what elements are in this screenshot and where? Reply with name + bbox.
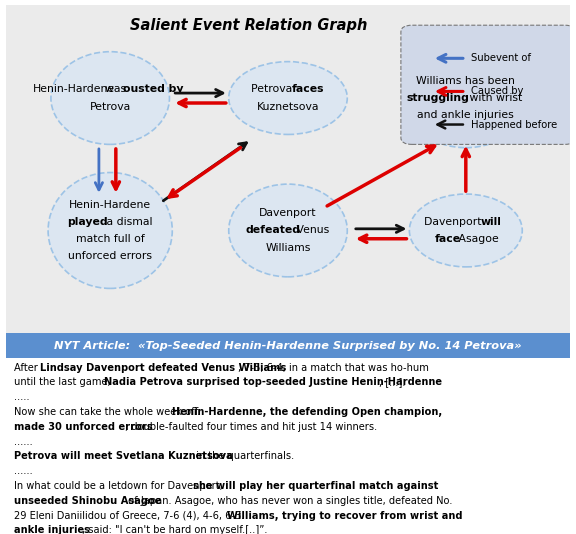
Text: Now she can take the whole week off.: Now she can take the whole week off. <box>14 407 204 417</box>
Text: and ankle injuries: and ankle injuries <box>418 110 514 120</box>
Ellipse shape <box>404 49 528 148</box>
Text: Davenport: Davenport <box>424 217 485 227</box>
Text: ousted by: ousted by <box>123 84 184 95</box>
Text: 29 Eleni Daniilidou of Greece, 7-6 (4), 4-6, 6-3.: 29 Eleni Daniilidou of Greece, 7-6 (4), … <box>14 511 248 521</box>
Text: Henin-Hardenne, the defending Open champion,: Henin-Hardenne, the defending Open champ… <box>172 407 442 417</box>
Text: until the last game,: until the last game, <box>14 378 114 387</box>
Ellipse shape <box>51 52 169 144</box>
Text: unforced errors: unforced errors <box>68 252 152 261</box>
Text: Lindsay Davenport defeated Venus Williams: Lindsay Davenport defeated Venus William… <box>40 363 286 373</box>
FancyBboxPatch shape <box>401 25 576 144</box>
Text: faces: faces <box>292 84 325 95</box>
Text: Happened before: Happened before <box>471 120 558 130</box>
Text: made 30 unforced errors: made 30 unforced errors <box>14 422 153 432</box>
Text: Nadia Petrova surprised top-seeded Justine Henin-Hardenne: Nadia Petrova surprised top-seeded Justi… <box>104 378 442 387</box>
Text: Petrova: Petrova <box>251 84 296 95</box>
Text: ankle injuries: ankle injuries <box>14 525 90 534</box>
Ellipse shape <box>229 61 347 135</box>
Text: Williams has been: Williams has been <box>416 76 516 86</box>
FancyBboxPatch shape <box>0 2 576 340</box>
Text: will: will <box>481 217 502 227</box>
Text: Salient Event Relation Graph: Salient Event Relation Graph <box>130 18 367 33</box>
Text: Asagoe: Asagoe <box>456 234 499 244</box>
Text: played: played <box>67 217 108 227</box>
Text: Venus: Venus <box>293 225 329 235</box>
Text: of Japan. Asagoe, who has never won a singles title, defeated No.: of Japan. Asagoe, who has never won a si… <box>126 496 453 506</box>
Text: Kuznetsova: Kuznetsova <box>257 101 319 112</box>
Text: Subevent of: Subevent of <box>471 53 532 64</box>
Text: Henin-Hardene: Henin-Hardene <box>69 200 151 210</box>
Text: .....: ..... <box>14 392 30 402</box>
Text: ......: ...... <box>14 466 33 476</box>
Text: , double-faulted four times and hit just 14 winners.: , double-faulted four times and hit just… <box>126 422 378 432</box>
Text: a dismal: a dismal <box>103 217 152 227</box>
Ellipse shape <box>410 194 522 267</box>
Text: After: After <box>14 363 41 373</box>
Text: defeated: defeated <box>245 225 300 235</box>
Text: In what could be a letdown for Davenport,: In what could be a letdown for Davenport… <box>14 481 226 491</box>
Text: NYT Article:  «Top-Seeded Henin-Hardenne Surprised by No. 14 Petrova»: NYT Article: «Top-Seeded Henin-Hardenne … <box>54 341 522 351</box>
Text: in the quarterfinals.: in the quarterfinals. <box>193 451 294 461</box>
Text: , [...].: , [...]. <box>379 378 406 387</box>
Text: Henin-Hardene: Henin-Hardene <box>33 84 115 95</box>
Text: with wrist: with wrist <box>467 93 522 103</box>
Text: match full of: match full of <box>76 234 145 244</box>
Text: , said: "I can't be hard on myself.[..]”.: , said: "I can't be hard on myself.[..]”… <box>82 525 267 534</box>
Bar <box>6 333 570 358</box>
Text: Williams, trying to recover from wrist and: Williams, trying to recover from wrist a… <box>227 511 463 521</box>
Text: Williams: Williams <box>266 242 310 253</box>
Text: face: face <box>435 234 461 244</box>
Text: struggling: struggling <box>406 93 469 103</box>
Text: Caused by: Caused by <box>471 87 524 97</box>
Text: Petrova: Petrova <box>89 101 131 112</box>
Text: unseeded Shinobu Asagoe: unseeded Shinobu Asagoe <box>14 496 162 506</box>
Text: she will play her quarterfinal match against: she will play her quarterfinal match aga… <box>193 481 438 491</box>
Ellipse shape <box>48 172 172 288</box>
Text: , 7-5, 6-4, in a match that was ho-hum: , 7-5, 6-4, in a match that was ho-hum <box>238 363 429 373</box>
Ellipse shape <box>229 184 347 277</box>
Text: was: was <box>105 84 130 95</box>
Text: Petrova will meet Svetlana Kuznetsova: Petrova will meet Svetlana Kuznetsova <box>14 451 233 461</box>
Text: ......: ...... <box>14 437 33 446</box>
Text: Davenport: Davenport <box>259 208 317 218</box>
